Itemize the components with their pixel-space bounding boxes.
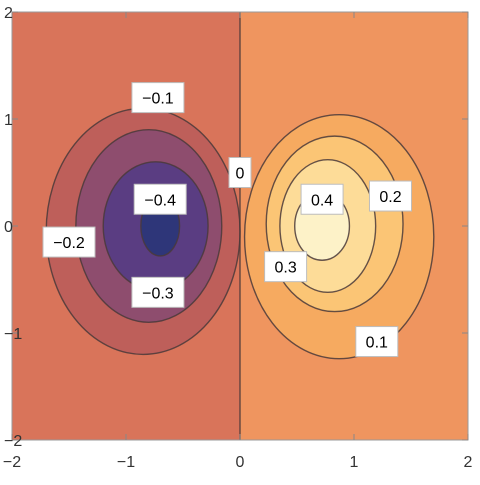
y-tick-label: −2 (4, 433, 22, 450)
contour-label: −0.3 (131, 276, 185, 308)
contour-label-text: −0.3 (142, 285, 174, 302)
x-tick-label: 1 (350, 454, 359, 471)
x-tick-label: −2 (3, 454, 21, 471)
x-tick-label: 0 (236, 454, 245, 471)
contour-label-text: −0.4 (144, 192, 176, 209)
contour-label: 0 (228, 157, 252, 188)
contour-label-box (300, 183, 344, 215)
contour-label: 0.4 (300, 183, 344, 215)
contour-label-box (264, 251, 308, 283)
contour-label-box (228, 157, 252, 188)
contour-label-box (133, 183, 187, 215)
contour-label: −0.2 (42, 226, 96, 258)
contour-label-text: −0.1 (142, 91, 174, 108)
axis-ticks (11, 11, 469, 441)
contour-label: −0.4 (133, 183, 187, 215)
contour-label: 0.2 (368, 180, 412, 212)
contour-label-box (131, 82, 185, 114)
contour-label-text: 0.3 (274, 260, 296, 277)
x-tick-label: 2 (464, 454, 473, 471)
axis-tick-labels: −2 −1 0 1 2 −2 −1 0 1 2 (3, 5, 473, 471)
x-tick-label: −1 (117, 454, 135, 471)
y-tick-label: 2 (4, 5, 13, 22)
plot-area (12, 12, 468, 440)
contour-label: −0.1 (131, 82, 185, 114)
contour-label-box (131, 276, 185, 308)
contour-label-text: 0.1 (366, 335, 388, 352)
contour-label-box (42, 226, 96, 258)
contour-labels: 0.1 0.2 0.3 0.4 −0.1 −0.2 −0.3 −0.4 0 (42, 82, 412, 358)
contour-label-box (368, 180, 412, 212)
contour-label-text: 0.4 (311, 192, 333, 209)
contour-label-text: 0 (236, 166, 245, 183)
contour-label-text: 0.2 (379, 189, 401, 206)
y-tick-label: 1 (4, 112, 13, 129)
contour-label: 0.3 (264, 251, 308, 283)
contour-label-text: −0.2 (53, 235, 85, 252)
contour-label-box (355, 326, 399, 358)
contour-label: 0.1 (355, 326, 399, 358)
y-tick-label: 0 (4, 219, 13, 236)
y-tick-label: −1 (4, 326, 22, 343)
